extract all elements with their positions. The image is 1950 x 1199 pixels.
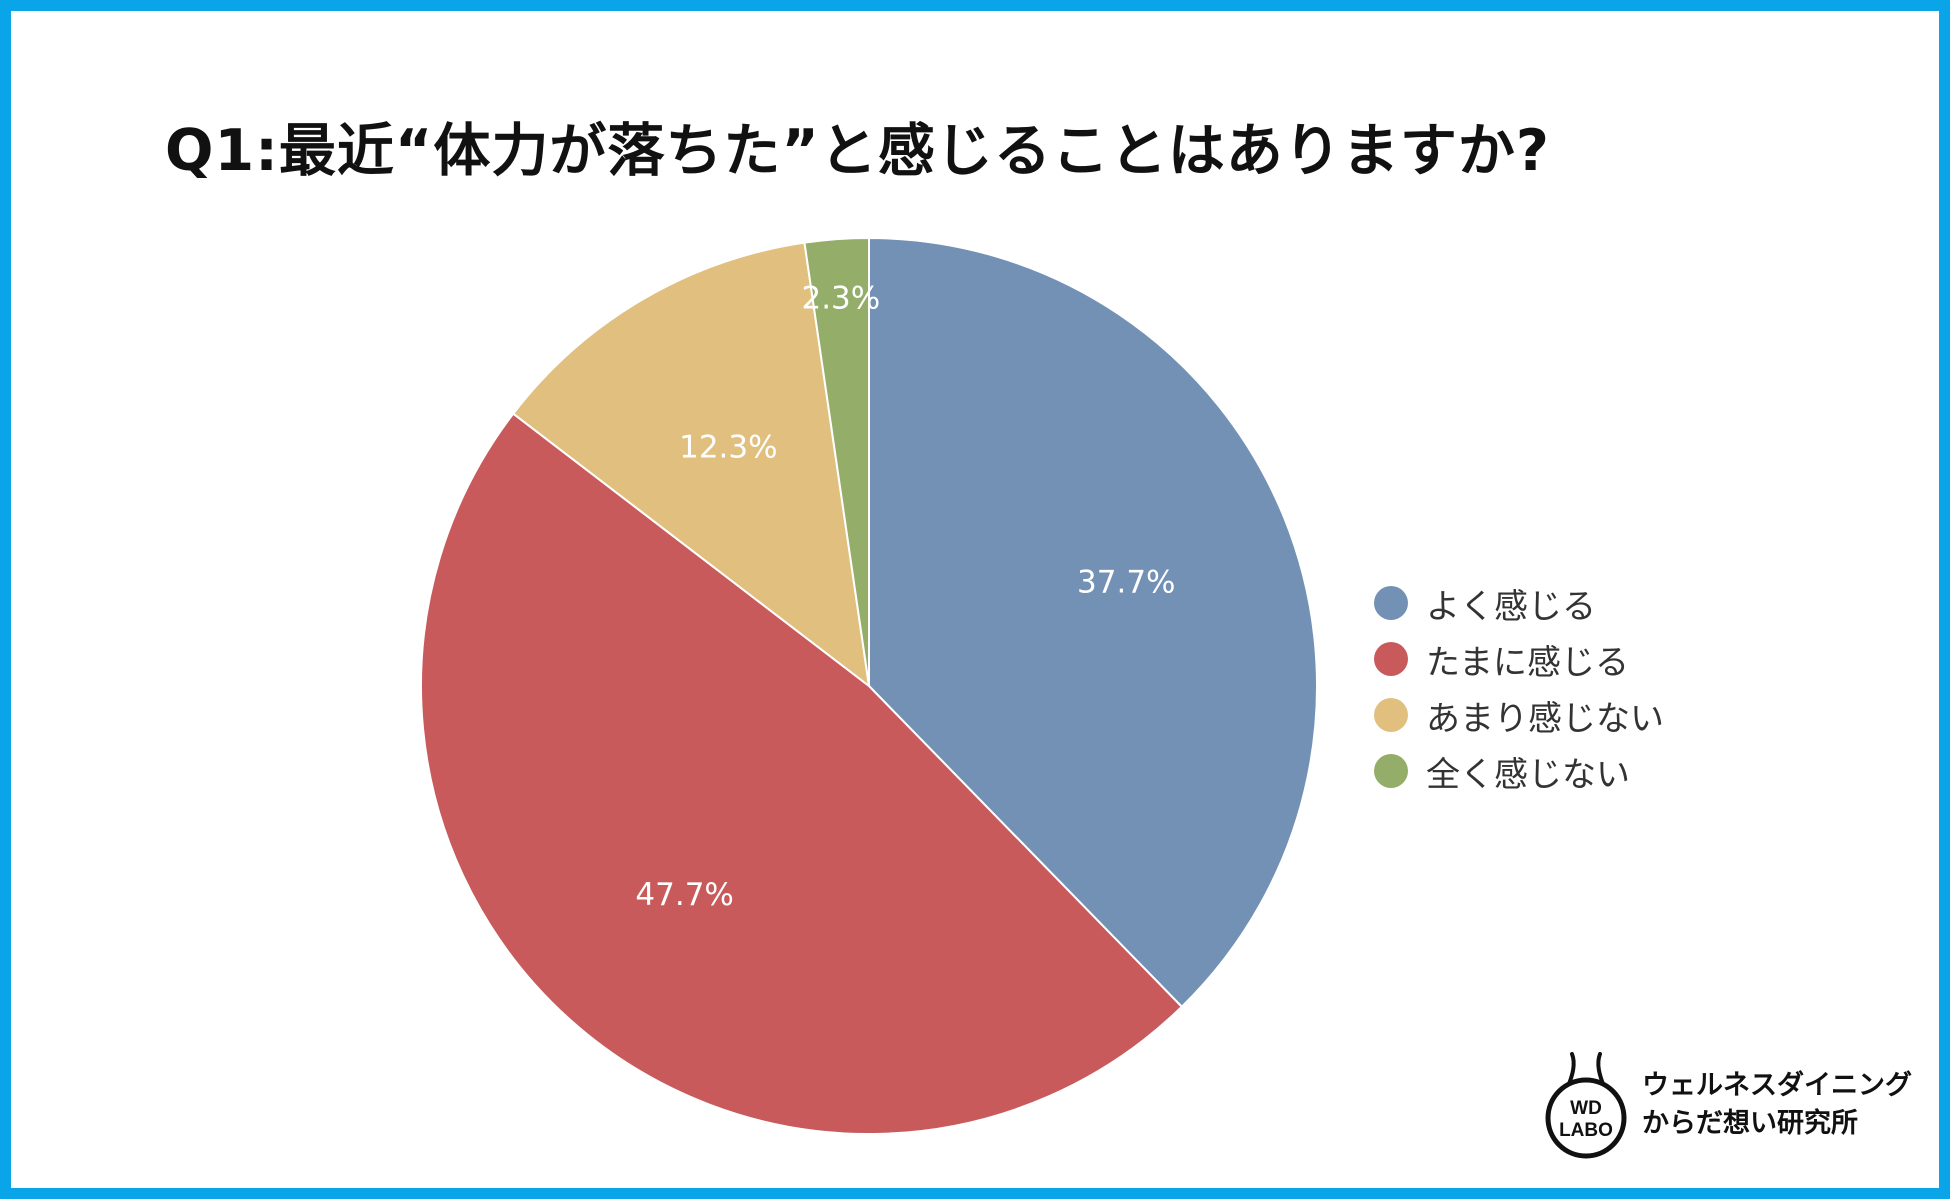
brand: WD LABO ウェルネスダイニング からだ想い研究所: [1542, 1050, 1912, 1160]
brand-text: ウェルネスダイニング からだ想い研究所: [1642, 1067, 1912, 1143]
logo-text-wd: WD: [1570, 1098, 1602, 1119]
brand-name-line1: ウェルネスダイニング: [1642, 1070, 1912, 1101]
data-label: 2.3%: [801, 280, 880, 316]
logo-text-labo: LABO: [1559, 1120, 1613, 1141]
legend-label: 全く感じない: [1426, 754, 1630, 795]
legend-item-never: 全く感じない: [1374, 743, 1664, 799]
legend-swatch: [1374, 754, 1408, 788]
slice-often: [868, 236, 1318, 1009]
legend-swatch: [1374, 586, 1408, 620]
data-label: 12.3%: [679, 429, 777, 465]
slice-rarely: [511, 241, 871, 689]
brand-name-line2: からだ想い研究所: [1642, 1108, 1858, 1139]
legend-label: あまり感じない: [1426, 698, 1664, 739]
legend-swatch: [1374, 642, 1408, 676]
legend-label: よく感じる: [1426, 586, 1596, 627]
legend-item-often: よく感じる: [1374, 575, 1664, 631]
legend-swatch: [1374, 698, 1408, 732]
legend-item-sometimes: たまに感じる: [1374, 631, 1664, 687]
data-label: 47.7%: [635, 877, 733, 913]
legend: よく感じる たまに感じる あまり感じない 全く感じない: [1374, 575, 1664, 799]
slice-never: [803, 236, 870, 687]
wd-labo-logo-icon: WD LABO: [1545, 1052, 1627, 1159]
legend-label: たまに感じる: [1426, 642, 1629, 683]
chart-title: Q1:最近“体力が落ちた”と感じることはありますか?: [165, 118, 1550, 184]
data-label: 37.7%: [1077, 564, 1175, 600]
slice-sometimes: [420, 412, 1184, 1136]
legend-item-rarely: あまり感じない: [1374, 687, 1664, 743]
